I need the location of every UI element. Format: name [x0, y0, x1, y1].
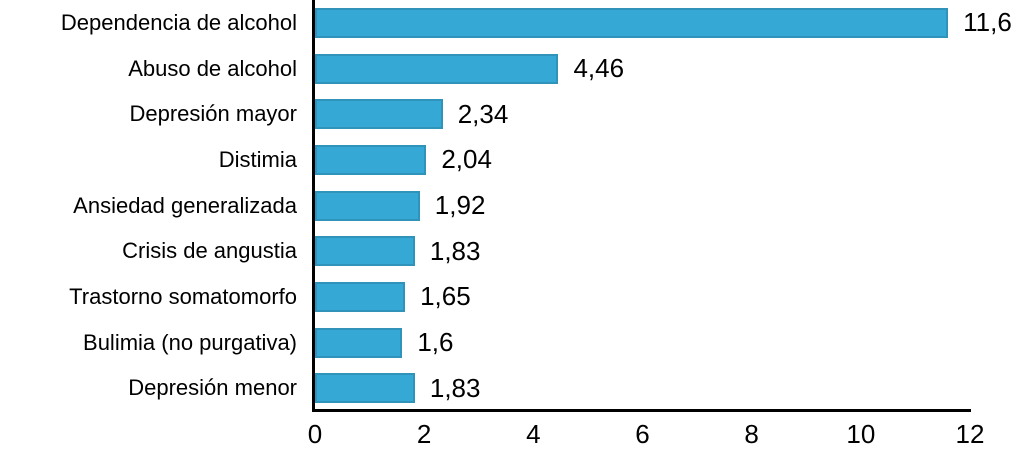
x-tick-label: 0 [307, 419, 323, 449]
x-tick-label: 4 [526, 419, 541, 449]
value-label: 1,65 [420, 281, 471, 312]
category-label: Depresión menor [128, 375, 297, 401]
value-label: 1,92 [434, 190, 486, 221]
x-tick-label: 8 [744, 419, 759, 449]
bar [315, 53, 559, 84]
bar-track: 2,04 [297, 137, 1024, 183]
x-tick-label: 2 [416, 419, 432, 449]
bar [315, 327, 403, 358]
bar-track: 1,6 [297, 320, 1024, 366]
value-label: 4,46 [573, 53, 625, 83]
x-tick-label: 6 [635, 419, 650, 449]
category-label: Trastorno somatomorfo [69, 283, 297, 309]
bar-row: Trastorno somatomorfo 1,65 [0, 274, 1024, 320]
bar [315, 373, 415, 404]
bar-row: Bulimia (no purgativa) 1,6 [0, 320, 1024, 366]
bar-track: 1,83 [297, 365, 1024, 411]
category-label: Depresión mayor [129, 101, 297, 127]
bar [315, 190, 420, 221]
bar [315, 99, 443, 130]
bar-track: 1,92 [297, 183, 1024, 229]
x-tick-label: 10 [846, 419, 876, 449]
bar-track: 4,46 [297, 46, 1024, 92]
bar-row: Dependencia de alcohol 11,6 [0, 0, 1024, 46]
bar [315, 144, 427, 175]
bar [315, 236, 415, 267]
category-label: Distimia [218, 146, 297, 172]
bar-row: Ansiedad generalizada 1,92 [0, 183, 1024, 229]
value-label: 1,83 [429, 235, 481, 266]
y-axis-line [312, 0, 315, 412]
bar-row: Depresión menor 1,83 [0, 365, 1024, 411]
category-label: Bulimia (no purgativa) [83, 329, 297, 355]
bars-area: Dependencia de alcohol 11,6 Abuso de alcoh… [0, 0, 1024, 411]
category-label: Crisis de angustia [122, 238, 297, 264]
category-label: Abuso de alcohol [128, 55, 297, 81]
bar-row: Abuso de alcohol 4,46 [0, 46, 1024, 92]
x-tick-label: 12 [955, 419, 985, 449]
value-label: 1,83 [429, 372, 481, 403]
bar [315, 281, 406, 312]
bar [315, 7, 949, 38]
value-label: 11,6 [963, 7, 1012, 38]
x-axis-line [312, 409, 971, 412]
value-label: 2,34 [457, 98, 509, 129]
bar-row: Distimia 2,04 [0, 137, 1024, 183]
value-label: 1,6 [417, 327, 454, 358]
category-label: Ansiedad generalizada [73, 192, 297, 218]
bar-track: 2,34 [297, 91, 1024, 137]
category-label: Dependencia de alcohol [60, 9, 297, 35]
bar-row: Depresión mayor 2,34 [0, 91, 1024, 137]
bar-track: 11,6 [297, 0, 1024, 46]
bar-row: Crisis de angustia 1,83 [0, 228, 1024, 274]
bar-track: 1,65 [297, 274, 1024, 320]
value-label: 2,04 [441, 144, 492, 175]
bar-track: 1,83 [297, 228, 1024, 274]
